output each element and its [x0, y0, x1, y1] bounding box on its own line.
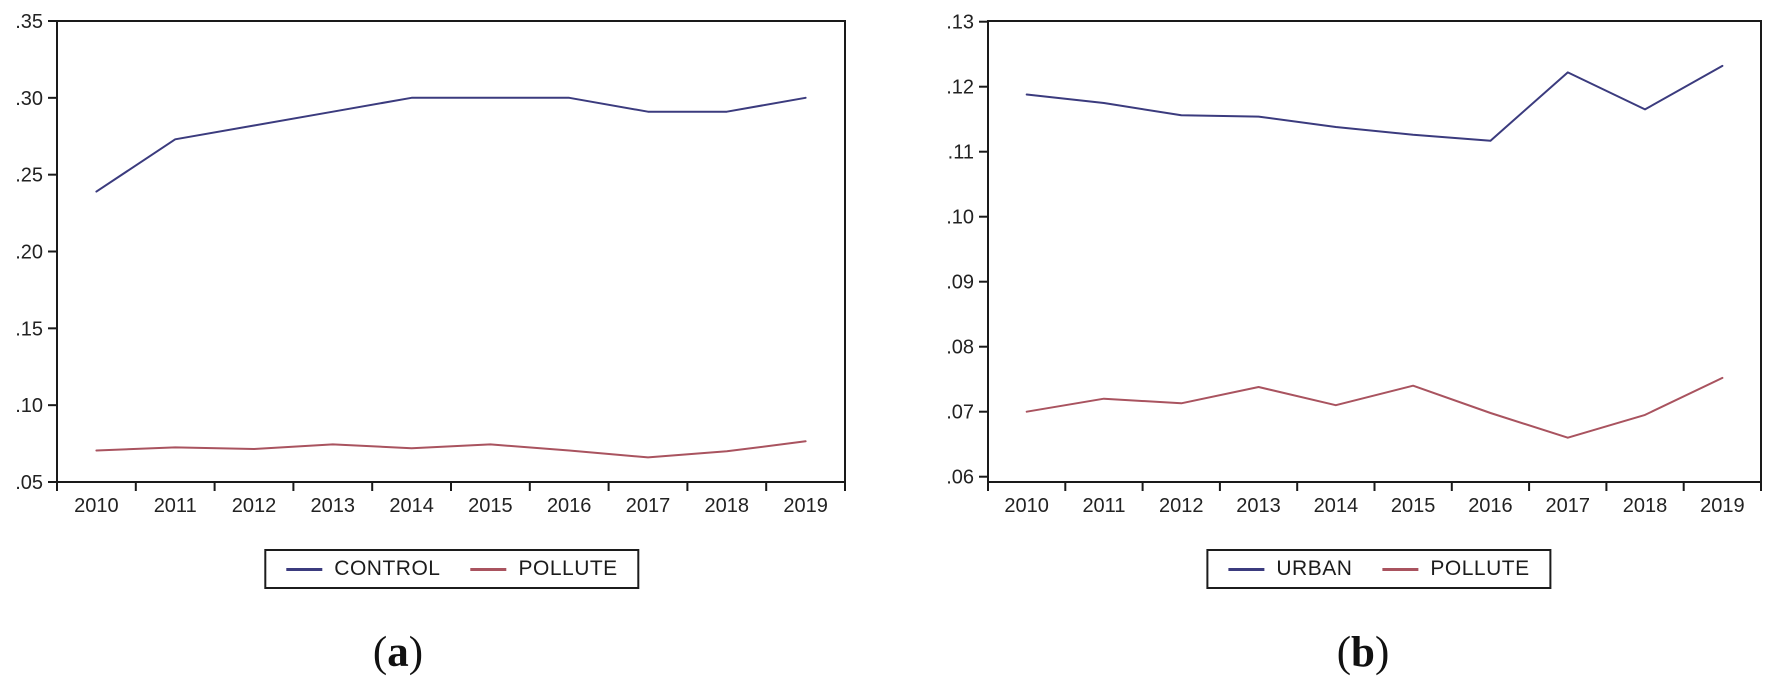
- legend-a: CONTROL POLLUTE: [264, 549, 640, 589]
- y-tick-label: .11: [948, 142, 974, 164]
- x-tick-label: 2011: [154, 495, 197, 517]
- x-tick-label: 2017: [626, 495, 671, 517]
- x-tick-label: 2018: [1623, 495, 1668, 517]
- x-tick-label: 2012: [232, 495, 277, 517]
- caption-b-letter: b: [1351, 629, 1375, 676]
- y-tick-label: .10: [946, 207, 974, 229]
- legend-item-urban: URBAN: [1228, 557, 1352, 581]
- urban-line-swatch: [1228, 567, 1265, 571]
- x-tick-label: 2016: [547, 495, 592, 517]
- pollute-line-swatch-b: [1382, 567, 1419, 571]
- caption-a-letter: a: [387, 629, 409, 676]
- x-tick-label: 2016: [1468, 495, 1513, 517]
- x-tick-label: 2013: [1236, 495, 1281, 517]
- x-tick-label: 2014: [1314, 495, 1359, 517]
- caption-b-open: (: [1336, 629, 1352, 676]
- y-tick-label: .25: [15, 165, 43, 187]
- caption-a-open: (: [372, 629, 388, 676]
- caption-a: (a): [373, 628, 423, 677]
- y-tick-label: .09: [946, 272, 974, 294]
- chart-b: .06 .07 .08 .09 .10 .11 .12 .13 2010 2011 2012 2013…: [946, 12, 1762, 517]
- panel-a: .05 .10 .15 .20 .25 .30 .35 2010 2011 2012 2013 201…: [15, 11, 846, 677]
- panel-b: .06 .07 .08 .09 .10 .11 .12 .13 2010 2011 2012 2013…: [885, 0, 1770, 685]
- legend-item-control: CONTROL: [286, 557, 440, 581]
- y-tick-label: .06: [946, 467, 974, 489]
- legend-label-control: CONTROL: [334, 557, 441, 580]
- legend-label-urban: URBAN: [1276, 557, 1353, 580]
- y-tick-label: .12: [946, 77, 974, 99]
- x-tick-label: 2015: [468, 495, 513, 517]
- x-tick-label: 2011: [1082, 495, 1125, 517]
- legend-label-pollute-a: POLLUTE: [518, 557, 618, 580]
- x-tick-label: 2019: [783, 495, 828, 517]
- pollute-line-swatch-a: [470, 567, 507, 571]
- x-tick-label: 2018: [705, 495, 750, 517]
- x-tick-label: 2010: [74, 495, 119, 517]
- series-line-pollute: [1025, 376, 1724, 439]
- x-tick-label: 2012: [1159, 495, 1204, 517]
- caption-b: (b): [1337, 628, 1390, 677]
- legend-item-pollute-a: POLLUTE: [470, 557, 617, 581]
- series-line-urban: [1025, 64, 1724, 142]
- legend-b: URBAN POLLUTE: [1206, 549, 1552, 589]
- x-tick-label: 2015: [1391, 495, 1436, 517]
- control-line-swatch: [286, 567, 323, 571]
- legend-item-pollute-b: POLLUTE: [1382, 557, 1529, 581]
- plot-border: [987, 20, 1762, 483]
- caption-b-close: ): [1374, 629, 1390, 676]
- x-tick-label: 2019: [1700, 495, 1745, 517]
- series-line-control: [95, 96, 807, 193]
- legend-label-pollute-b: POLLUTE: [1430, 557, 1530, 580]
- plot-border: [56, 20, 846, 483]
- y-tick-label: .30: [15, 88, 43, 110]
- x-tick-label: 2017: [1546, 495, 1591, 517]
- x-tick-label: 2010: [1004, 495, 1049, 517]
- y-tick-label: .35: [15, 11, 43, 33]
- y-tick-label: .20: [15, 242, 43, 264]
- x-tick-label: 2014: [389, 495, 434, 517]
- series-line-pollute: [95, 440, 807, 459]
- y-tick-label: .13: [946, 12, 974, 34]
- caption-a-close: ): [408, 629, 424, 676]
- y-tick-label: .08: [946, 337, 974, 359]
- x-tick-label: 2013: [311, 495, 356, 517]
- y-tick-label: .15: [15, 318, 43, 340]
- chart-a: .05 .10 .15 .20 .25 .30 .35 2010 2011 2012 2013 201…: [15, 11, 846, 517]
- y-tick-label: .10: [15, 395, 43, 417]
- y-tick-label: .05: [15, 472, 43, 494]
- y-tick-label: .07: [946, 402, 974, 424]
